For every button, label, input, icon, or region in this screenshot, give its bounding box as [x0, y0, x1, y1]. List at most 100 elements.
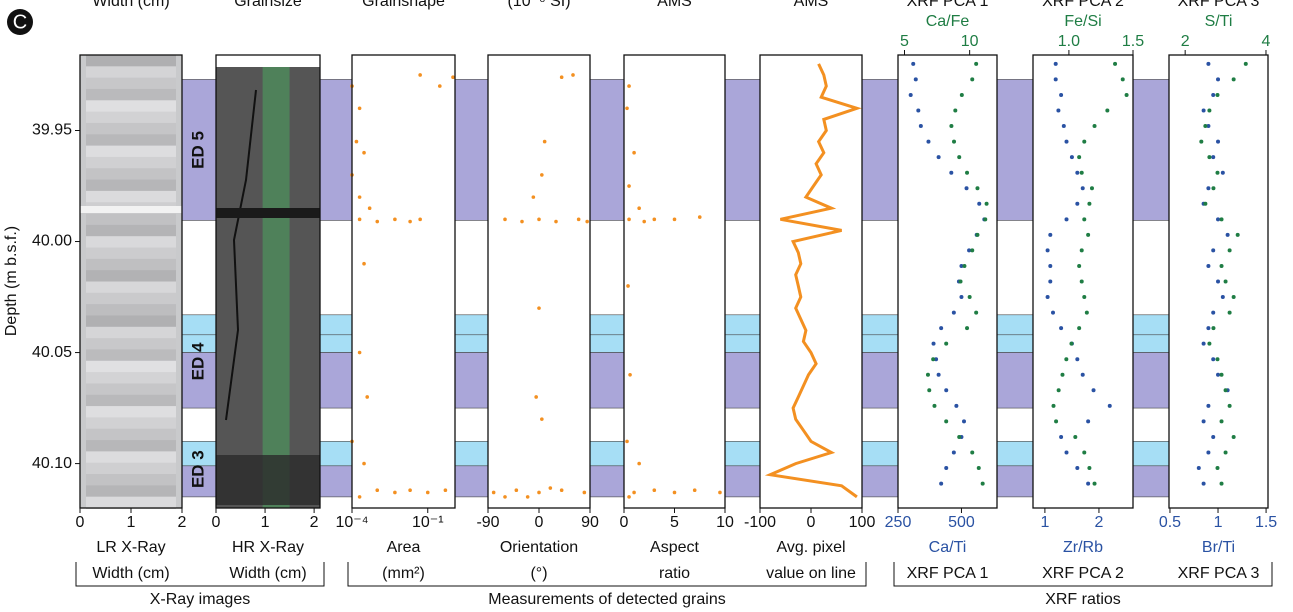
xrf-point	[1199, 139, 1204, 144]
panel-frame	[1032, 54, 1134, 509]
xray-band	[86, 156, 176, 170]
xrf-point	[983, 217, 988, 222]
xrf-point	[1227, 403, 1232, 408]
grain-point	[357, 106, 362, 111]
x2-tick-label: 10	[961, 33, 979, 50]
header-label: XRF PCA 3	[1178, 0, 1260, 10]
group-label: XRF ratios	[1045, 591, 1121, 608]
xray-band	[86, 55, 176, 68]
x-tick-label: -100	[744, 514, 776, 531]
xray-band	[86, 258, 176, 272]
x-axis-label: (°)	[530, 565, 547, 582]
grain-point	[393, 490, 397, 495]
xrf-point	[1220, 295, 1225, 300]
x-tick-label: 0	[807, 514, 816, 531]
xrf-point	[1219, 419, 1224, 424]
event-band	[724, 314, 761, 336]
xrf-point	[970, 77, 975, 82]
xray-band	[86, 383, 176, 396]
x-axis-label: Area	[387, 539, 421, 556]
xrf-point	[944, 388, 949, 393]
grain-point	[585, 219, 589, 224]
grain-point	[632, 490, 636, 495]
grain-point	[418, 73, 422, 77]
group-bracket	[75, 562, 325, 587]
grain-point	[354, 139, 359, 144]
event-band	[996, 465, 1034, 498]
x2-tick-label: 1.5	[1122, 33, 1144, 50]
event-band	[861, 441, 899, 467]
header-label: AMS	[794, 0, 829, 10]
xrf-point	[936, 372, 941, 377]
xrf-point	[1216, 279, 1221, 284]
x-tick-label: 0	[212, 514, 221, 531]
xrf-point	[1201, 108, 1206, 113]
xrf-point	[1227, 310, 1232, 315]
xrf-point	[1243, 61, 1248, 66]
event-band	[454, 79, 489, 221]
xrf-point	[1223, 450, 1228, 455]
xrf-point	[1045, 248, 1050, 253]
xrf-point	[1107, 403, 1112, 408]
xrf-point	[1105, 108, 1110, 113]
bottom-axis-label: Zr/Rb	[1063, 539, 1103, 556]
xrf-point	[1203, 201, 1208, 206]
xrf-point	[908, 92, 913, 97]
xrf-point	[1203, 124, 1208, 129]
xrf-point	[1216, 77, 1221, 82]
x-tick-label: 10⁻¹	[412, 514, 444, 531]
xrf-point	[1201, 481, 1206, 486]
xrf-point	[970, 450, 975, 455]
xrf-point	[1215, 357, 1220, 362]
xrf-point	[1223, 279, 1228, 284]
xrf-point	[1060, 372, 1065, 377]
xrf-point	[964, 186, 969, 191]
xrf-point	[1080, 372, 1085, 377]
xrf-point	[1227, 248, 1232, 253]
x-tick-label: 250	[885, 514, 912, 531]
xrf-point	[931, 341, 936, 346]
xray-band	[86, 485, 176, 498]
xrf-point	[1196, 466, 1201, 471]
x-axis-label: value on line	[766, 565, 856, 582]
xrf-point	[1053, 61, 1058, 66]
grain-point	[627, 184, 631, 188]
grain-point	[362, 150, 366, 155]
panel-frame	[897, 54, 998, 509]
xrf-point	[1220, 170, 1225, 175]
xrf-point	[980, 481, 985, 486]
xrf-point	[1223, 388, 1228, 393]
grain-point	[554, 219, 558, 224]
grain-point	[628, 372, 632, 377]
xrf-point	[1048, 263, 1053, 268]
event-label: ED 3	[188, 450, 207, 488]
grain-point	[576, 217, 581, 222]
grain-point	[514, 488, 519, 493]
xrf-point	[1231, 434, 1236, 439]
event-band	[589, 352, 625, 409]
bottom-axis-label: Br/Ti	[1202, 539, 1235, 556]
grain-point	[408, 488, 412, 493]
xrf-point	[1206, 61, 1211, 66]
x-tick-label: 100	[849, 514, 876, 531]
grain-point	[367, 206, 372, 211]
top-axis-label: Ca/Fe	[926, 13, 970, 30]
grain-point	[534, 395, 538, 399]
xrf-point	[1225, 232, 1230, 237]
xray-band	[86, 496, 176, 509]
xray-band	[86, 247, 176, 260]
x-axis-label: Width (cm)	[229, 565, 306, 582]
event-band	[861, 79, 899, 221]
dark-layer	[216, 208, 320, 218]
xrf-point	[1061, 124, 1066, 129]
xrf-point	[1207, 108, 1212, 113]
xrf-point	[1206, 186, 1211, 191]
xrf-point	[934, 357, 939, 362]
event-band	[589, 334, 625, 353]
xrf-point	[1092, 481, 1097, 486]
xrf-point	[1087, 466, 1092, 471]
xray-band	[86, 326, 176, 340]
xrf-point	[957, 434, 962, 439]
xrf-point	[931, 357, 936, 362]
xrf-point	[1206, 450, 1211, 455]
